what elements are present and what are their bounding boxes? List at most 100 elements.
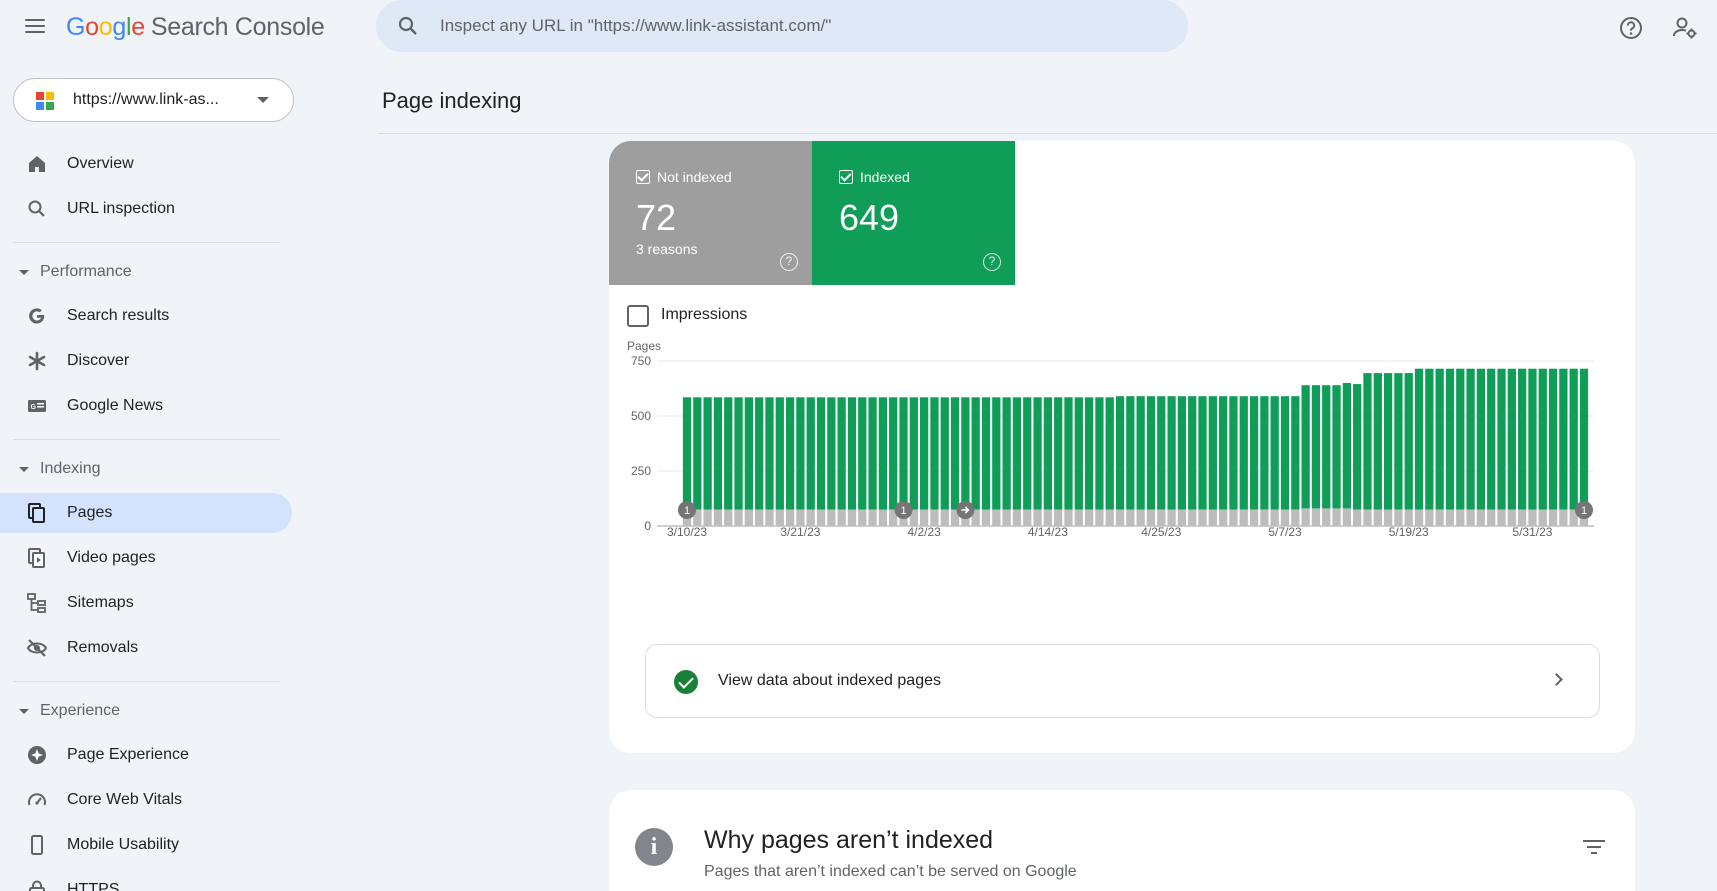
bar-indexed <box>1105 397 1114 510</box>
bar-not-indexed <box>1260 509 1269 526</box>
bar-indexed <box>1518 368 1527 510</box>
bar-indexed <box>1023 397 1032 510</box>
sidebar-item-mobile-usability[interactable]: Mobile Usability <box>0 825 292 865</box>
x-tick-label: 4/25/23 <box>1141 525 1181 539</box>
bar-indexed <box>1095 397 1104 510</box>
bar-not-indexed <box>1012 509 1022 526</box>
checkbox-checked-icon[interactable] <box>636 170 650 184</box>
sidebar-section-performance[interactable]: Performance <box>0 252 292 292</box>
sidebar-item-sitemaps[interactable]: Sitemaps <box>0 583 292 623</box>
bar-not-indexed <box>889 509 898 526</box>
bar-indexed <box>1538 368 1547 510</box>
not-indexed-tile[interactable]: Not indexed 72 3 reasons ? <box>609 141 812 285</box>
bar-not-indexed <box>878 509 888 526</box>
bar-indexed <box>1548 368 1558 510</box>
bar-indexed <box>1002 397 1011 510</box>
bar-not-indexed <box>1033 509 1042 526</box>
bar-indexed <box>1239 396 1248 510</box>
bar-indexed <box>1219 396 1228 510</box>
bar-not-indexed <box>1353 509 1362 526</box>
home-icon <box>29 156 45 172</box>
sidebar-item-https[interactable]: HTTPS <box>0 870 292 891</box>
bar-indexed <box>775 397 784 510</box>
bar-not-indexed <box>796 509 805 526</box>
bar-indexed <box>878 397 888 510</box>
sidebar-item-google-news[interactable]: G Google News <box>0 386 292 426</box>
bar-indexed <box>1270 396 1279 510</box>
eye-off-icon <box>26 639 48 657</box>
admin-settings-icon[interactable] <box>1671 14 1699 42</box>
bar-not-indexed <box>1095 509 1104 526</box>
bar-indexed <box>847 397 857 510</box>
sitemap-icon <box>27 593 46 613</box>
bar-not-indexed <box>981 509 991 526</box>
bar-not-indexed <box>1435 509 1444 526</box>
help-icon[interactable] <box>1617 14 1645 42</box>
bar-not-indexed <box>1487 509 1496 526</box>
sidebar-item-core-web-vitals[interactable]: Core Web Vitals <box>0 780 292 820</box>
bar-indexed <box>1425 368 1434 510</box>
indexed-tile[interactable]: Indexed 649 ? <box>812 141 1015 285</box>
bar-indexed <box>930 397 939 510</box>
impressions-checkbox[interactable] <box>627 305 649 327</box>
y-tick-label: 500 <box>631 409 651 423</box>
search-input[interactable] <box>440 0 1160 52</box>
annotation-marker <box>1575 501 1593 519</box>
url-inspection-search[interactable] <box>376 0 1188 52</box>
bar-indexed <box>682 397 692 510</box>
product-name: Search Console <box>150 13 325 41</box>
bar-not-indexed <box>765 509 774 526</box>
bar-not-indexed <box>1054 509 1063 526</box>
bar-not-indexed <box>1270 509 1279 526</box>
help-icon[interactable]: ? <box>780 253 798 271</box>
bar-indexed <box>1157 396 1166 510</box>
sidebar-item-search-results[interactable]: Search results <box>0 296 292 336</box>
property-favicon-icon <box>36 92 54 110</box>
bar-indexed <box>1332 385 1341 509</box>
sidebar-item-overview[interactable]: Overview <box>0 144 292 184</box>
bar-not-indexed <box>1229 509 1238 526</box>
bar-indexed <box>1167 396 1176 510</box>
bar-not-indexed <box>847 509 857 526</box>
sidebar-item-removals[interactable]: Removals <box>0 628 292 668</box>
menu-icon[interactable] <box>22 15 48 41</box>
bar-not-indexed <box>930 509 939 526</box>
bar-not-indexed <box>1157 509 1166 526</box>
sidebar-item-video-pages[interactable]: Video pages <box>0 538 292 578</box>
sidebar-section-experience[interactable]: Experience <box>0 691 292 731</box>
y-tick-label: 0 <box>644 519 651 533</box>
bar-indexed <box>1569 368 1578 510</box>
bar-not-indexed <box>1188 509 1197 526</box>
bar-indexed <box>1177 396 1187 510</box>
divider <box>13 242 280 243</box>
app-logo[interactable]: Google Search Console <box>66 13 325 41</box>
sidebar-item-pages[interactable]: Pages <box>0 493 292 533</box>
bar-not-indexed <box>1373 509 1382 526</box>
help-icon[interactable]: ? <box>983 253 1001 271</box>
bar-indexed <box>940 397 949 510</box>
bar-not-indexed <box>1177 509 1187 526</box>
bar-indexed <box>713 397 723 510</box>
x-tick-label: 3/10/23 <box>667 525 707 539</box>
bar-indexed <box>744 397 753 510</box>
property-selector[interactable]: https://www.link-as... <box>13 78 294 122</box>
sidebar-item-page-experience[interactable]: Page Experience <box>0 735 292 775</box>
bar-indexed <box>920 397 929 510</box>
sidebar-section-indexing[interactable]: Indexing <box>0 449 292 489</box>
checkbox-checked-icon[interactable] <box>839 170 853 184</box>
bar-not-indexed <box>858 509 867 526</box>
filter-icon[interactable] <box>1583 840 1605 856</box>
news-icon: G <box>28 400 46 412</box>
check-circle-icon <box>674 670 698 694</box>
bar-indexed <box>1404 373 1413 510</box>
view-indexed-pages-button[interactable]: View data about indexed pages <box>645 644 1600 718</box>
sidebar-item-url-inspection[interactable]: URL inspection <box>0 189 292 229</box>
divider <box>13 439 280 440</box>
bar-indexed <box>961 397 970 510</box>
bar-indexed <box>1198 396 1207 510</box>
sidebar-item-discover[interactable]: Discover <box>0 341 292 381</box>
asterisk-icon <box>28 351 46 371</box>
bar-not-indexed <box>1239 509 1248 526</box>
bar-not-indexed <box>1280 509 1290 526</box>
bar-not-indexed <box>713 509 723 526</box>
